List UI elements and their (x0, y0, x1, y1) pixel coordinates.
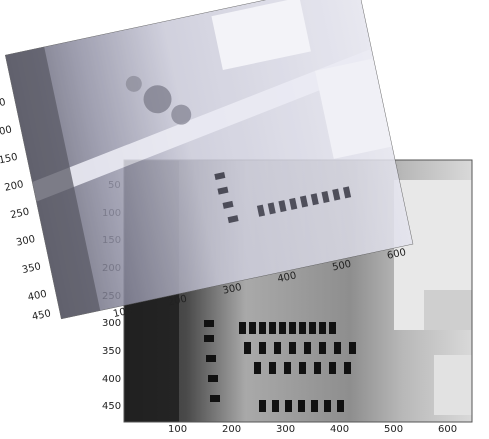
top-ytick-300: 300 (15, 233, 37, 249)
bottom-xtick-100: 100 (168, 424, 188, 435)
top-ytick-150: 150 (0, 151, 19, 167)
bottom-xtick-500: 500 (384, 424, 404, 435)
bottom-xtick-400: 400 (330, 424, 350, 435)
top-image-panel: 50 100 150 200 250 300 350 400 450 100 2… (0, 0, 414, 323)
top-ytick-350: 350 (21, 261, 43, 277)
bottom-xtick-300: 300 (276, 424, 296, 435)
bottom-xtick-200: 200 (222, 424, 242, 435)
top-ytick-50: 50 (0, 97, 7, 111)
top-ytick-250: 250 (9, 206, 31, 222)
top-image-raster (4, 0, 414, 320)
top-ytick-200: 200 (3, 179, 25, 194)
top-ytick-450: 450 (31, 308, 53, 323)
top-ytick-400: 400 (26, 288, 48, 304)
bottom-ytick-400: 400 (102, 374, 122, 385)
top-ytick-100: 100 (0, 124, 13, 140)
bottom-ytick-450: 450 (102, 401, 122, 412)
bottom-xtick-600: 600 (438, 424, 458, 435)
bottom-ytick-300: 300 (102, 318, 122, 329)
bottom-ytick-350: 350 (102, 346, 122, 357)
